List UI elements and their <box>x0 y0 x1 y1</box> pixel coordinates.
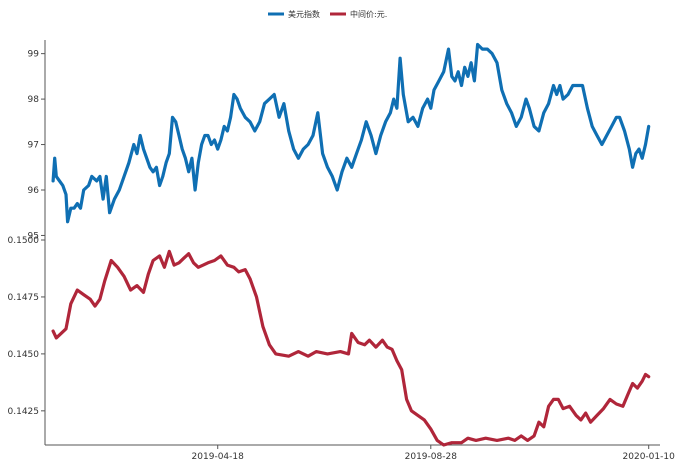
legend-entry: 美元指数 <box>268 9 320 19</box>
y-tick-label: 0.1500 <box>8 236 40 246</box>
legend-label: 中间价:元. <box>350 9 387 19</box>
legend: 美元指数 中间价:元. <box>268 9 387 19</box>
legend-label: 美元指数 <box>288 9 320 19</box>
series-line-cny-midpoint <box>51 249 651 447</box>
y-tick-label: 97 <box>28 141 39 151</box>
axes: 2019-04-18 2019-08-28 2020-01-10 95 96 97 98 99… <box>8 40 676 462</box>
x-tick-label: 2019-04-18 <box>192 452 245 462</box>
y-tick-label: 96 <box>28 186 40 196</box>
series-group <box>51 42 651 447</box>
y-tick-label: 98 <box>28 95 40 105</box>
y-tick-label: 0.1425 <box>8 407 40 417</box>
y-tick-label: 99 <box>28 50 40 60</box>
y-tick-label: 95 <box>28 231 39 241</box>
x-tick-label: 2019-08-28 <box>405 452 458 462</box>
series-line-usd-index <box>51 42 651 224</box>
y-tick-label: 0.1450 <box>8 350 40 360</box>
x-tick-label: 2020-01-10 <box>623 452 676 462</box>
y-tick-label: 0.1475 <box>8 293 40 303</box>
legend-entry: 中间价:元. <box>330 9 387 19</box>
